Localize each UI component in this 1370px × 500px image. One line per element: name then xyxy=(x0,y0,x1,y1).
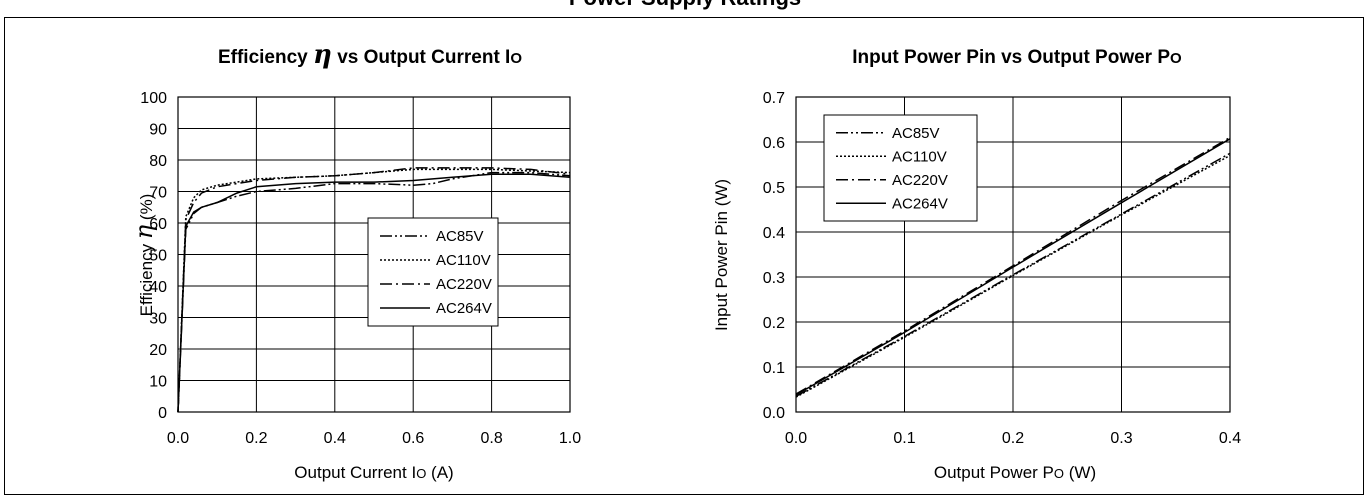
legend-entry: AC264V xyxy=(436,300,492,317)
x-tick-label: 0.2 xyxy=(245,430,267,447)
series-line-ac110v xyxy=(795,154,1231,398)
legend-entry: AC85V xyxy=(436,228,484,245)
x-tick-label: 0.6 xyxy=(402,430,424,447)
y-tick-label: 0.0 xyxy=(763,405,785,422)
series-line-ac85v xyxy=(795,152,1231,397)
legend-entry: AC110V xyxy=(436,252,491,269)
legend-entry: AC264V xyxy=(892,195,948,212)
figure-frame xyxy=(4,17,1364,495)
y-tick-label: 70 xyxy=(149,185,167,202)
legend-entry: AC220V xyxy=(892,172,948,189)
chart-title: Efficiency η vs Output Current IO xyxy=(218,40,522,70)
series-line-ac220v xyxy=(795,136,1231,395)
y-tick-label: 0.5 xyxy=(763,180,785,197)
series-line-ac264v xyxy=(795,138,1231,396)
legend-entry: AC85V xyxy=(892,125,940,142)
series-line-ac110v xyxy=(177,168,571,413)
legend-entry: AC220V xyxy=(436,276,492,293)
plot-area xyxy=(177,96,571,413)
series-line-ac220v xyxy=(177,167,571,413)
plot-area xyxy=(795,96,1231,413)
x-tick-label: 0.3 xyxy=(1110,430,1132,447)
y-axis-label: Input Power Pin (W) xyxy=(712,179,731,331)
y-tick-label: 0.6 xyxy=(763,135,785,152)
x-tick-label: 0.4 xyxy=(324,430,346,447)
y-tick-label: 80 xyxy=(149,153,167,170)
y-tick-label: 0.1 xyxy=(763,360,785,377)
y-tick-label: 60 xyxy=(149,216,167,233)
y-tick-label: 0.4 xyxy=(763,225,785,242)
chart-title: Input Power Pin vs Output Power PO xyxy=(852,47,1182,68)
y-tick-label: 30 xyxy=(149,311,167,328)
y-tick-label: 90 xyxy=(149,122,167,139)
y-tick-label: 0 xyxy=(158,405,167,422)
x-tick-label: 0.8 xyxy=(480,430,502,447)
x-tick-label: 0.4 xyxy=(1219,430,1241,447)
y-tick-label: 100 xyxy=(140,90,167,107)
y-tick-label: 0.7 xyxy=(763,90,785,107)
y-tick-label: 10 xyxy=(149,374,167,391)
x-axis-label: Output Current IO (A) xyxy=(294,463,453,482)
x-axis-label: Output Power PO (W) xyxy=(934,463,1096,482)
x-tick-label: 0.0 xyxy=(167,430,189,447)
x-tick-label: 0.0 xyxy=(785,430,807,447)
y-tick-label: 50 xyxy=(149,248,167,265)
y-tick-label: 20 xyxy=(149,342,167,359)
x-tick-label: 0.1 xyxy=(893,430,915,447)
series-line-ac264v xyxy=(177,173,571,413)
y-tick-label: 0.3 xyxy=(763,270,785,287)
x-tick-label: 0.2 xyxy=(1002,430,1024,447)
x-tick-label: 1.0 xyxy=(559,430,581,447)
y-tick-label: 40 xyxy=(149,279,167,296)
y-tick-label: 0.2 xyxy=(763,315,785,332)
page-title: Power Supply Ratings xyxy=(0,0,1370,17)
legend-entry: AC110V xyxy=(892,148,947,165)
